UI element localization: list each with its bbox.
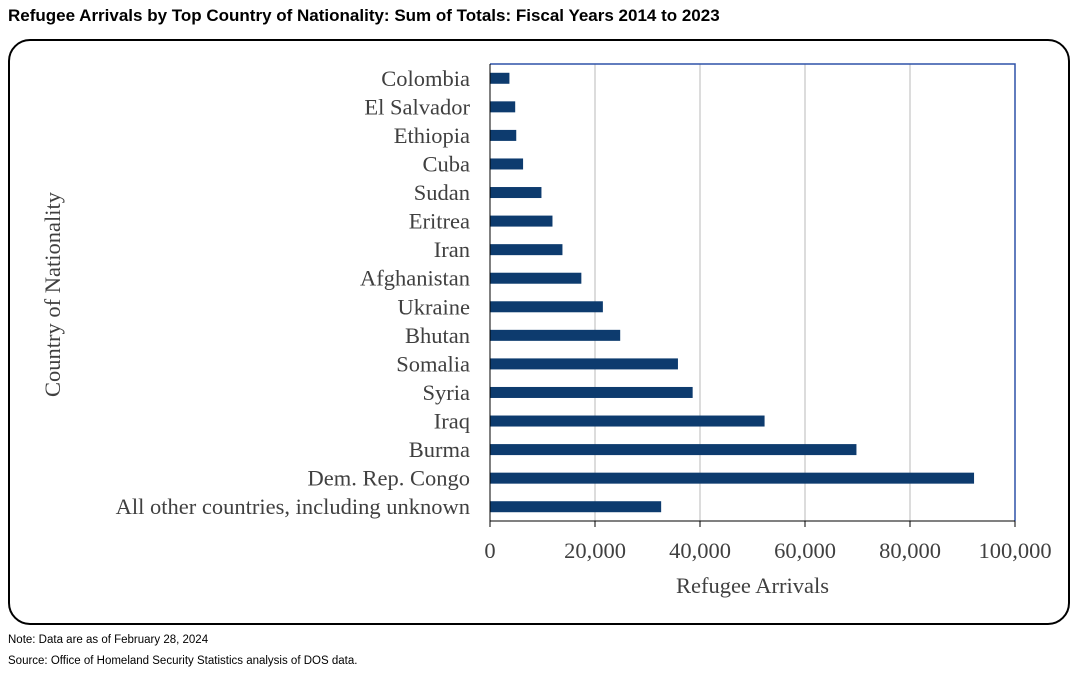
bar: [490, 444, 857, 456]
bar: [490, 301, 603, 313]
category-label: Ethiopia: [394, 123, 470, 148]
bar: [490, 215, 553, 227]
category-label: Somalia: [396, 351, 470, 376]
bar: [490, 158, 524, 170]
category-label: Burma: [409, 437, 470, 462]
category-label: Eritrea: [409, 209, 470, 234]
bar: [490, 386, 693, 398]
category-label: Ukraine: [398, 294, 470, 319]
x-tick-label: 20,000: [564, 538, 626, 563]
bar: [490, 72, 510, 84]
bar: [490, 358, 678, 370]
bar: [490, 244, 563, 256]
bar: [490, 415, 765, 427]
category-label: Dem. Rep. Congo: [308, 466, 471, 491]
x-axis-title: Refugee Arrivals: [676, 573, 829, 598]
category-label: El Salvador: [364, 94, 470, 119]
category-label: Iran: [434, 237, 470, 262]
chart-title: Refugee Arrivals by Top Country of Natio…: [8, 6, 720, 25]
category-label: Syria: [423, 380, 471, 405]
bar: [490, 187, 542, 199]
category-label: Colombia: [381, 66, 470, 91]
chart-source: Source: Office of Homeland Security Stat…: [8, 655, 358, 667]
bar: [490, 472, 975, 484]
bar: [490, 329, 621, 341]
x-tick-label: 80,000: [879, 538, 941, 563]
category-label: All other countries, including unknown: [116, 494, 470, 519]
bar: [490, 501, 662, 513]
bar: [490, 272, 582, 284]
y-axis-title: Country of Nationality: [40, 191, 65, 397]
bar: [490, 101, 516, 113]
category-label: Iraq: [434, 409, 470, 434]
x-tick-label: 40,000: [669, 538, 731, 563]
x-tick-label: 60,000: [774, 538, 836, 563]
category-label: Bhutan: [405, 323, 470, 348]
bar: [490, 129, 517, 141]
chart-note: Note: Data are as of February 28, 2024: [8, 634, 209, 646]
category-label: Afghanistan: [360, 266, 470, 291]
plot-border: [490, 63, 1016, 521]
category-label: Cuba: [423, 151, 471, 176]
category-label: Sudan: [414, 180, 470, 205]
x-tick-label: 0: [484, 538, 495, 563]
x-tick-label: 100,000: [978, 538, 1051, 563]
